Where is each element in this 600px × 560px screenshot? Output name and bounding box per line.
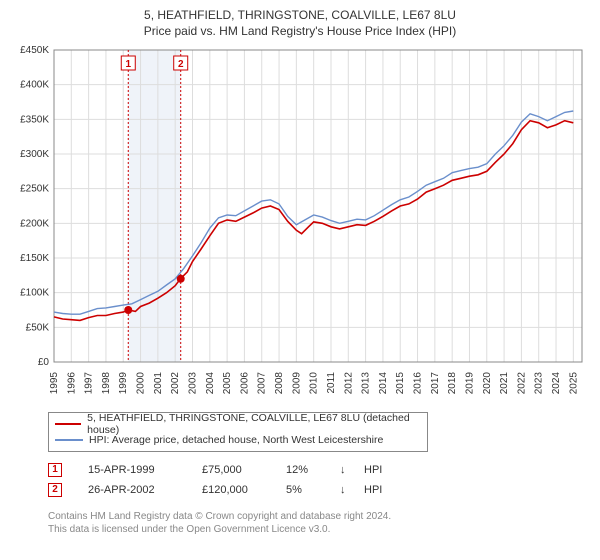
arrow-down-icon: ↓ [340, 464, 350, 476]
svg-text:£200K: £200K [20, 218, 49, 229]
svg-text:2005: 2005 [222, 372, 233, 395]
svg-text:2: 2 [178, 59, 184, 70]
svg-text:2016: 2016 [413, 372, 424, 395]
svg-text:2013: 2013 [361, 372, 372, 395]
svg-text:2022: 2022 [516, 372, 527, 395]
sale-marker: 1 [48, 463, 62, 477]
price-chart: £0 £50K £100K £150K £200K £250K £300K £350K £400… [10, 44, 590, 404]
svg-text:£150K: £150K [20, 253, 49, 264]
sale-price: £75,000 [202, 464, 272, 476]
svg-text:2024: 2024 [551, 372, 562, 395]
sale-row: 1 15-APR-1999 £75,000 12% ↓ HPI [48, 460, 590, 480]
svg-text:£100K: £100K [20, 288, 49, 299]
svg-text:2011: 2011 [326, 372, 337, 394]
svg-text:2009: 2009 [291, 372, 302, 395]
sale-ref: HPI [364, 484, 394, 496]
svg-text:£50K: £50K [26, 322, 50, 333]
sale-pct: 12% [286, 464, 326, 476]
svg-text:1: 1 [125, 59, 131, 70]
svg-text:2006: 2006 [239, 372, 250, 395]
svg-text:2004: 2004 [205, 372, 216, 395]
legend-label-hpi: HPI: Average price, detached house, Nort… [89, 434, 383, 446]
sale-row: 2 26-APR-2002 £120,000 5% ↓ HPI [48, 480, 590, 500]
sales-table: 1 15-APR-1999 £75,000 12% ↓ HPI 2 26-APR… [48, 460, 590, 500]
svg-text:2017: 2017 [430, 372, 441, 395]
sale-price: £120,000 [202, 484, 272, 496]
legend-item-property: 5, HEATHFIELD, THRINGSTONE, COALVILLE, L… [55, 416, 421, 432]
svg-text:£300K: £300K [20, 149, 49, 160]
svg-text:1999: 1999 [118, 372, 129, 395]
footer-line-1: Contains HM Land Registry data © Crown c… [48, 510, 590, 523]
chart-title: 5, HEATHFIELD, THRINGSTONE, COALVILLE, L… [10, 8, 590, 38]
svg-text:£250K: £250K [20, 184, 49, 195]
svg-text:£350K: £350K [20, 114, 49, 125]
legend-item-hpi: HPI: Average price, detached house, Nort… [55, 432, 421, 448]
svg-text:1997: 1997 [84, 372, 95, 395]
svg-text:2007: 2007 [257, 372, 268, 395]
title-line-2: Price paid vs. HM Land Registry's House … [10, 24, 590, 38]
svg-text:2003: 2003 [187, 372, 198, 395]
sale-marker: 2 [48, 483, 62, 497]
svg-text:2021: 2021 [499, 372, 510, 395]
svg-text:2019: 2019 [464, 372, 475, 395]
legend-swatch-hpi [55, 439, 83, 441]
footer-attribution: Contains HM Land Registry data © Crown c… [48, 510, 590, 536]
svg-text:2000: 2000 [136, 372, 147, 395]
svg-text:2002: 2002 [170, 372, 181, 395]
svg-text:£0: £0 [38, 357, 50, 368]
title-line-1: 5, HEATHFIELD, THRINGSTONE, COALVILLE, L… [10, 8, 590, 22]
svg-text:1996: 1996 [66, 372, 77, 395]
svg-text:2010: 2010 [309, 372, 320, 395]
sale-pct: 5% [286, 484, 326, 496]
legend-swatch-property [55, 423, 81, 425]
svg-text:1995: 1995 [49, 372, 60, 395]
sale-date: 26-APR-2002 [88, 484, 188, 496]
arrow-down-icon: ↓ [340, 484, 350, 496]
svg-text:2020: 2020 [482, 372, 493, 395]
footer-line-2: This data is licensed under the Open Gov… [48, 523, 590, 536]
svg-text:2023: 2023 [534, 372, 545, 395]
sale-date: 15-APR-1999 [88, 464, 188, 476]
legend-label-property: 5, HEATHFIELD, THRINGSTONE, COALVILLE, L… [87, 412, 421, 436]
sale-ref: HPI [364, 464, 394, 476]
svg-text:£450K: £450K [20, 45, 49, 56]
svg-text:2008: 2008 [274, 372, 285, 395]
svg-text:2015: 2015 [395, 372, 406, 395]
svg-text:2014: 2014 [378, 372, 389, 395]
svg-text:£400K: £400K [20, 80, 49, 91]
svg-text:1998: 1998 [101, 372, 112, 395]
svg-text:2018: 2018 [447, 372, 458, 395]
svg-text:2025: 2025 [568, 372, 579, 395]
legend: 5, HEATHFIELD, THRINGSTONE, COALVILLE, L… [48, 412, 428, 452]
chart-canvas: £0 £50K £100K £150K £200K £250K £300K £350K £400… [10, 44, 590, 404]
svg-text:2012: 2012 [343, 372, 354, 395]
svg-text:2001: 2001 [153, 372, 164, 395]
